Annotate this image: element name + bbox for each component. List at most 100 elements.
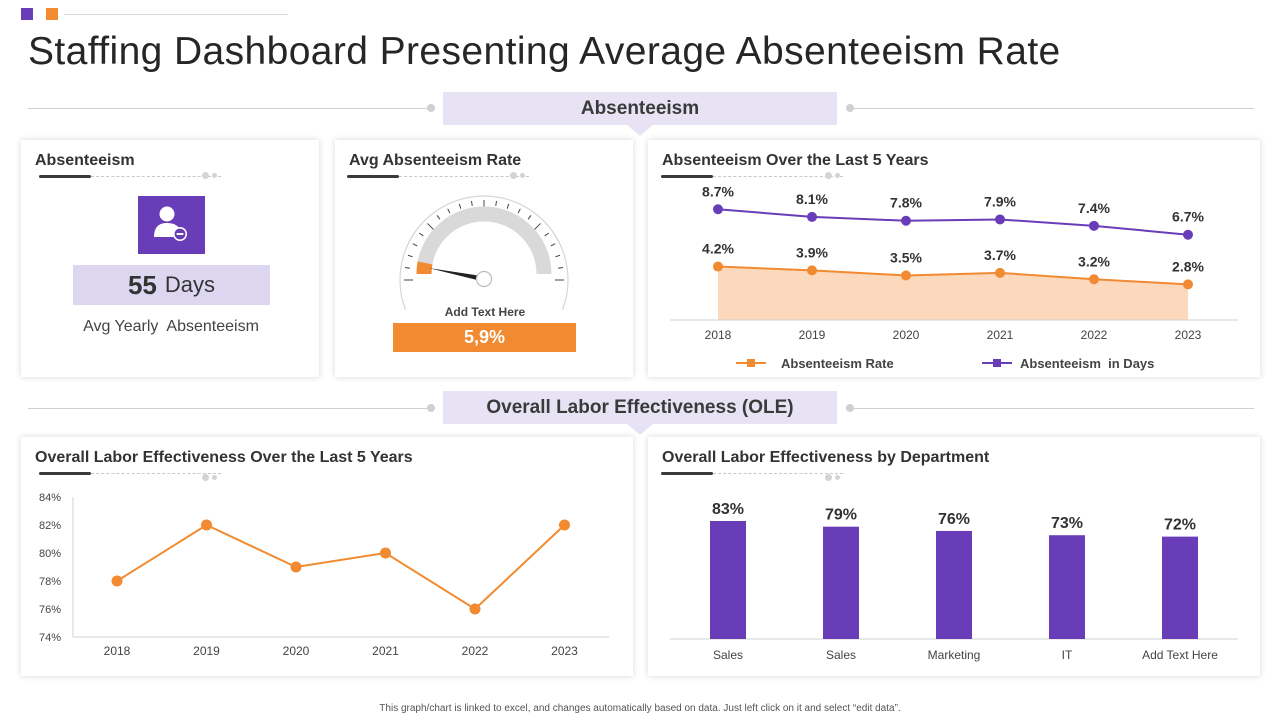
department-bar (823, 526, 859, 639)
days-data-label: 7.8% (890, 195, 922, 211)
ole-point (559, 519, 570, 531)
gauge-tick (470, 200, 473, 207)
card-title: Avg Absenteeism Rate (349, 152, 522, 169)
gauge-tick (447, 208, 451, 214)
bar-data-label: 73% (1051, 515, 1083, 532)
absenteeism-line-chart: 4.2% 3.9% 3.5% 3.7% 3.2% 2.8% 8.7% 8.1% 7.8% 7.9%… (670, 183, 1238, 371)
days-data-label: 6.7% (1172, 209, 1204, 225)
x-tick-label: 2020 (893, 328, 920, 342)
days-point (807, 211, 817, 222)
legend-swatch-days-marker (993, 359, 1001, 367)
title-dot (202, 474, 209, 481)
days-data-label: 7.9% (984, 193, 1016, 209)
ole-point (111, 575, 123, 587)
gauge-track (416, 206, 552, 275)
y-tick-label: 82% (39, 520, 61, 532)
gauge-tick (555, 254, 561, 258)
section-divider-left (28, 108, 428, 109)
title-underline (347, 175, 399, 178)
title-dotted-rule (399, 176, 529, 177)
x-tick-label: 2022 (1081, 328, 1108, 342)
absenteeism-days-box: 55 Days (73, 265, 270, 305)
section-divider-right (854, 408, 1254, 409)
x-tick-label: Sales (713, 648, 743, 662)
bar-data-label: 76% (938, 511, 970, 528)
title-dot (212, 475, 217, 480)
absenteeism-subtitle: Avg Yearly Absenteeism (83, 318, 259, 335)
ole-point (290, 561, 302, 573)
bar-data-label: 72% (1164, 517, 1196, 534)
y-tick-label: 76% (39, 604, 61, 616)
absenteeism-card: Absenteeism 55 Days Avg Yearly Absenteei… (21, 140, 319, 377)
x-tick-label: Sales (826, 648, 856, 662)
rate-data-label: 3.7% (984, 247, 1016, 263)
ole-point (469, 603, 481, 615)
title-underline (39, 472, 91, 475)
gauge-tick (533, 223, 541, 231)
title-dotted-rule (713, 473, 843, 474)
title-dotted-rule (713, 176, 843, 177)
absenteeism-days-value: 55 (127, 269, 157, 300)
avg-absenteeism-rate-card: Avg Absenteeism Rate Add Text Here 5,9% (335, 140, 633, 377)
department-bar (1049, 535, 1085, 639)
title-underline (661, 472, 713, 475)
gauge-tick (527, 214, 532, 220)
title-dot (212, 173, 217, 178)
gauge-tick (458, 203, 462, 209)
x-tick-label: Add Text Here (1142, 648, 1218, 662)
gauge-tick (418, 232, 424, 237)
gauge-tick (517, 208, 521, 214)
card-title: Absenteeism (35, 152, 135, 169)
gauge-tick (550, 243, 556, 247)
gauge-ticks (404, 200, 564, 281)
absenteeism-trend-card: Absenteeism Over the Last 5 Years 4.2% 3.… (648, 140, 1260, 377)
rate-point (713, 261, 723, 272)
rate-data-label: 3.2% (1078, 253, 1110, 269)
title-dotted-rule (91, 176, 221, 177)
ole-line (116, 523, 566, 611)
title-dot (520, 173, 525, 178)
days-point (1089, 220, 1099, 231)
section-divider-dot (427, 104, 435, 112)
x-tick-label: 2019 (193, 644, 220, 658)
department-bar (710, 521, 746, 639)
section-divider-dot (846, 404, 854, 412)
rate-point (995, 267, 1005, 278)
section-banner-notch (627, 125, 653, 136)
page-title: Staffing Dashboard Presenting Average Ab… (28, 30, 1061, 73)
y-tick-label: 78% (39, 576, 61, 588)
title-dot (825, 172, 832, 179)
title-underline (39, 175, 91, 178)
absenteeism-days-unit: Days (164, 272, 216, 297)
decor-line (64, 14, 288, 15)
section-divider-right (854, 108, 1254, 109)
days-point (713, 204, 723, 215)
ole-point (201, 519, 212, 531)
ole-line-chart: 84% 82% 80% 78% 76% 74% 2018 2019 2020 2021 2022 20… (39, 492, 609, 658)
gauge-fill (416, 261, 433, 275)
rate-data-label: 2.8% (1172, 258, 1204, 274)
x-tick-label: 2018 (705, 328, 732, 342)
title-dotted-rule (91, 473, 221, 474)
section-banner-ole: Overall Labor Effectiveness (OLE) (443, 391, 837, 424)
rate-point (1089, 274, 1099, 285)
gauge-needle (428, 268, 485, 282)
y-tick-label: 74% (39, 632, 61, 644)
days-point (901, 215, 911, 226)
department-bar (1162, 536, 1198, 639)
gauge-tick (506, 203, 510, 209)
days-line (717, 208, 1189, 236)
ole-bar-chart: 83% Sales 79% Sales 76% Marketing 73% IT 72% Add … (670, 501, 1238, 662)
department-bar (936, 530, 972, 639)
section-banner-notch (627, 424, 653, 435)
x-tick-label: Marketing (928, 648, 981, 662)
days-point (995, 214, 1005, 225)
decor-square-orange (46, 8, 58, 20)
user-minus-icon (138, 196, 205, 254)
footnote: This graph/chart is linked to excel, and… (379, 703, 901, 714)
y-tick-label: 80% (39, 548, 61, 560)
rate-area (718, 266, 1188, 320)
x-tick-label: IT (1062, 648, 1073, 662)
bar-data-label: 79% (825, 507, 857, 524)
rate-data-label: 3.5% (890, 249, 922, 265)
